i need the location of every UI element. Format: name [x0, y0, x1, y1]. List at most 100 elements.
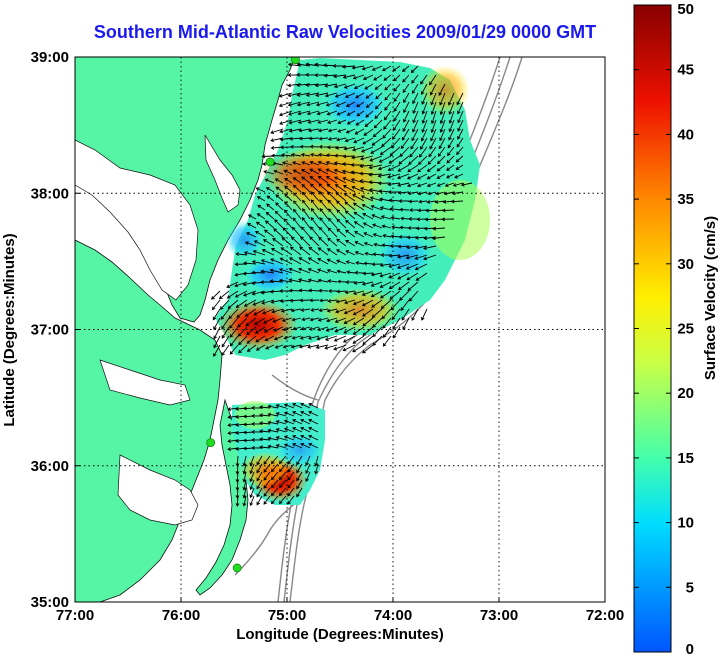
velocity-arrow: [369, 196, 383, 202]
velocity-arrow: [327, 279, 338, 283]
velocity-arrow: [336, 209, 347, 220]
velocity-arrow: [283, 335, 293, 340]
velocity-arrow: [236, 308, 248, 318]
velocity-arrow: [388, 198, 401, 203]
velocity-arrow: [430, 110, 437, 125]
chart-title: Southern Mid-Atlantic Raw Velocities 200…: [93, 22, 597, 42]
velocity-arrow: [412, 101, 419, 115]
velocity-arrow: [263, 229, 275, 238]
velocity-arrow: [288, 288, 302, 293]
velocity-arrow: [254, 317, 266, 325]
velocity-arrow: [308, 426, 319, 433]
velocity-arrow: [354, 241, 365, 247]
velocity-arrow: [213, 335, 221, 349]
velocity-arrow: [274, 219, 284, 229]
y-tick-label: 39:00: [31, 49, 69, 66]
velocity-arrow: [307, 335, 320, 340]
velocity-arrow: [336, 289, 347, 294]
velocity-arrow: [371, 137, 383, 146]
velocity-arrow: [275, 202, 284, 211]
velocity-arrow: [226, 290, 239, 299]
velocity-arrow: [389, 206, 401, 211]
velocity-arrow: [335, 192, 347, 202]
velocity-arrow: [336, 228, 347, 238]
velocity-arrow: [300, 152, 311, 157]
velocity-arrow: [429, 74, 437, 86]
velocity-arrow: [375, 101, 383, 110]
velocity-arrow: [327, 199, 338, 211]
velocity-arrow: [242, 495, 247, 507]
velocity-arrow: [344, 137, 356, 143]
velocity-arrow: [401, 308, 410, 321]
velocity-arrow: [421, 308, 428, 321]
velocity-arrow: [365, 101, 374, 108]
velocity-arrow: [270, 455, 279, 465]
velocity-arrow: [270, 137, 284, 143]
velocity-arrow: [292, 169, 302, 175]
velocity-arrow: [288, 119, 302, 125]
velocity-arrow: [227, 439, 239, 444]
velocity-arrow: [298, 136, 311, 141]
velocity-arrow: [318, 183, 329, 193]
velocity-arrow: [256, 471, 263, 482]
velocity-arrow: [337, 279, 347, 284]
velocity-arrow: [373, 119, 383, 129]
velocity-arrow: [300, 434, 311, 441]
velocity-arrow: [354, 251, 365, 256]
x-axis-ticks: 77:00 76:00 75:00 74:00 73:00 72:00: [56, 597, 624, 624]
velocity-arrow: [280, 153, 293, 157]
velocity-arrow: [327, 128, 338, 133]
velocity-arrow: [273, 169, 284, 175]
velocity-arrow: [301, 169, 311, 175]
velocity-arrow: [351, 185, 365, 193]
velocity-arrow: [368, 164, 383, 170]
colorbar-tick-label: 45: [677, 62, 694, 79]
velocity-arrow: [382, 335, 392, 347]
velocity-arrow: [260, 259, 275, 265]
velocity-arrow: [343, 308, 356, 315]
velocity-arrow: [439, 101, 446, 116]
colorbar-tick-label: 0: [686, 641, 694, 658]
velocity-arrow: [282, 227, 293, 238]
velocity-arrow: [256, 495, 263, 506]
velocity-arrow: [372, 233, 383, 238]
velocity-arrow: [244, 308, 257, 317]
velocity-arrow: [402, 74, 410, 83]
velocity-arrow: [414, 254, 428, 260]
velocity-arrow: [302, 199, 311, 211]
velocity-arrow: [284, 193, 293, 202]
velocity-arrow: [430, 128, 437, 142]
velocity-arrow: [393, 83, 401, 92]
velocity-arrow: [423, 254, 437, 261]
velocity-arrow: [259, 421, 271, 426]
velocity-arrow: [327, 137, 338, 141]
velocity-arrow: [411, 308, 419, 321]
velocity-arrow: [308, 136, 320, 141]
velocity-arrow: [400, 137, 410, 150]
velocity-arrow: [296, 471, 303, 482]
velocity-arrow: [279, 128, 293, 134]
y-tick-label: 38:00: [31, 185, 69, 202]
velocity-arrow: [227, 431, 239, 436]
colorbar-tick-label: 20: [677, 385, 694, 402]
velocity-arrow: [317, 247, 329, 256]
velocity-arrow: [290, 308, 302, 313]
velocity-arrow: [266, 203, 275, 211]
velocity-arrow: [261, 154, 275, 159]
velocity-arrow: [251, 422, 263, 426]
colorbar-tick-label: 35: [677, 191, 694, 208]
velocity-arrow: [344, 92, 356, 99]
velocity-arrow: [307, 267, 320, 274]
velocity-arrow: [259, 445, 271, 450]
velocity-arrow: [287, 487, 295, 497]
velocity-arrow: [316, 110, 329, 116]
velocity-arrow: [326, 308, 338, 313]
velocity-arrow: [378, 155, 392, 163]
velocity-arrow: [417, 164, 428, 173]
velocity-arrow: [396, 173, 410, 180]
velocity-arrow: [242, 487, 247, 499]
velocity-arrow: [420, 137, 428, 150]
velocity-arrow: [300, 442, 311, 449]
velocity-arrow: [382, 317, 392, 329]
velocity-arrow: [301, 176, 311, 184]
